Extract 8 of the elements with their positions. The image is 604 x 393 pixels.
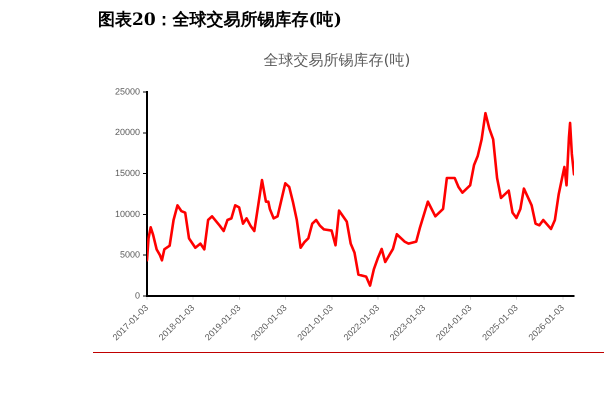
y-tick-label: 10000 (114, 208, 140, 219)
y-tick-label: 25000 (114, 86, 140, 96)
y-tick-label: 0 (134, 290, 140, 300)
y-tick-label: 15000 (114, 168, 140, 178)
chart-subtitle: 全球交易所锡库存(吨) (264, 50, 410, 69)
y-tick-label: 20000 (114, 127, 140, 138)
chart-title: 图表20：全球交易所锡库存(吨) (98, 9, 342, 31)
y-tick-label: 5000 (120, 250, 140, 260)
